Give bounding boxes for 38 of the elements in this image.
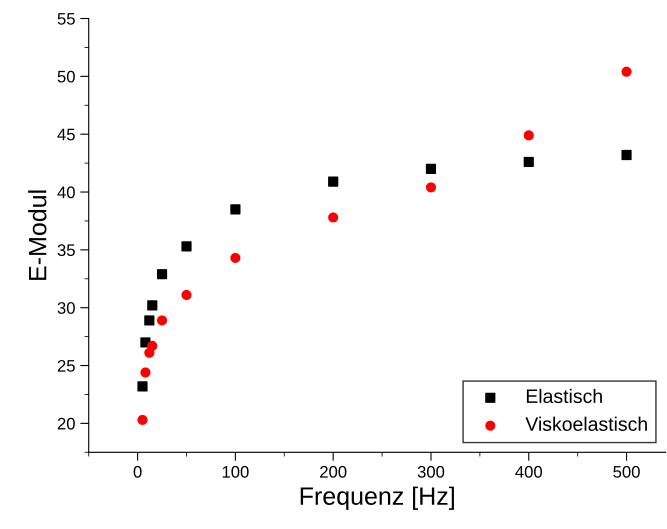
point xyxy=(621,66,632,77)
point xyxy=(140,367,151,378)
point xyxy=(147,300,158,310)
x-tick-label: 100 xyxy=(222,466,249,478)
point xyxy=(328,212,338,223)
point xyxy=(137,414,148,425)
point xyxy=(144,315,154,326)
point xyxy=(426,164,436,174)
y-tick-label: 55 xyxy=(58,13,75,25)
x-tick-label: 400 xyxy=(515,466,542,478)
point xyxy=(230,204,240,214)
point xyxy=(181,241,192,252)
x-tick-label: 200 xyxy=(320,466,346,478)
x-tick-label: 500 xyxy=(613,466,640,478)
point xyxy=(328,176,338,187)
legend-label: Elastisch xyxy=(526,388,602,404)
point xyxy=(524,130,534,140)
point xyxy=(524,156,534,168)
point xyxy=(156,269,168,280)
y-tick-label: 40 xyxy=(57,186,75,198)
y-tick-label: 50 xyxy=(58,70,75,83)
point xyxy=(137,381,148,392)
x-tick-label: 0 xyxy=(134,466,142,478)
point xyxy=(426,182,436,192)
point xyxy=(621,150,632,160)
legend-label: Viskoelastisch xyxy=(525,416,647,431)
y-tick-label: 20 xyxy=(58,418,75,430)
point xyxy=(230,252,240,264)
x-axis-title: Frequenz [Hz] xyxy=(300,486,454,510)
y-tick-label: 30 xyxy=(58,302,75,314)
x-tick-label: 300 xyxy=(418,466,444,478)
point xyxy=(181,290,192,300)
y-tick-label: 45 xyxy=(57,128,75,140)
y-tick-label: 35 xyxy=(58,244,75,256)
point xyxy=(156,315,168,326)
y-tick-label: 25 xyxy=(58,360,75,372)
point xyxy=(147,340,158,351)
y-axis-title: E-Modul xyxy=(28,190,46,280)
